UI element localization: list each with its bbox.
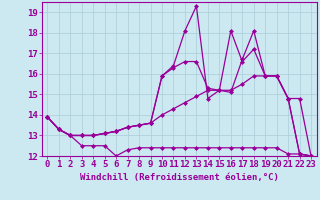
X-axis label: Windchill (Refroidissement éolien,°C): Windchill (Refroidissement éolien,°C)	[80, 173, 279, 182]
